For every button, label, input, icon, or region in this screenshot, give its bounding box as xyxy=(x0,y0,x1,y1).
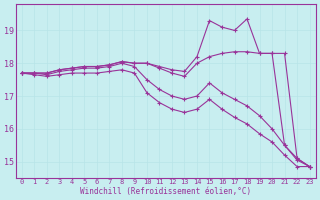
X-axis label: Windchill (Refroidissement éolien,°C): Windchill (Refroidissement éolien,°C) xyxy=(80,187,251,196)
